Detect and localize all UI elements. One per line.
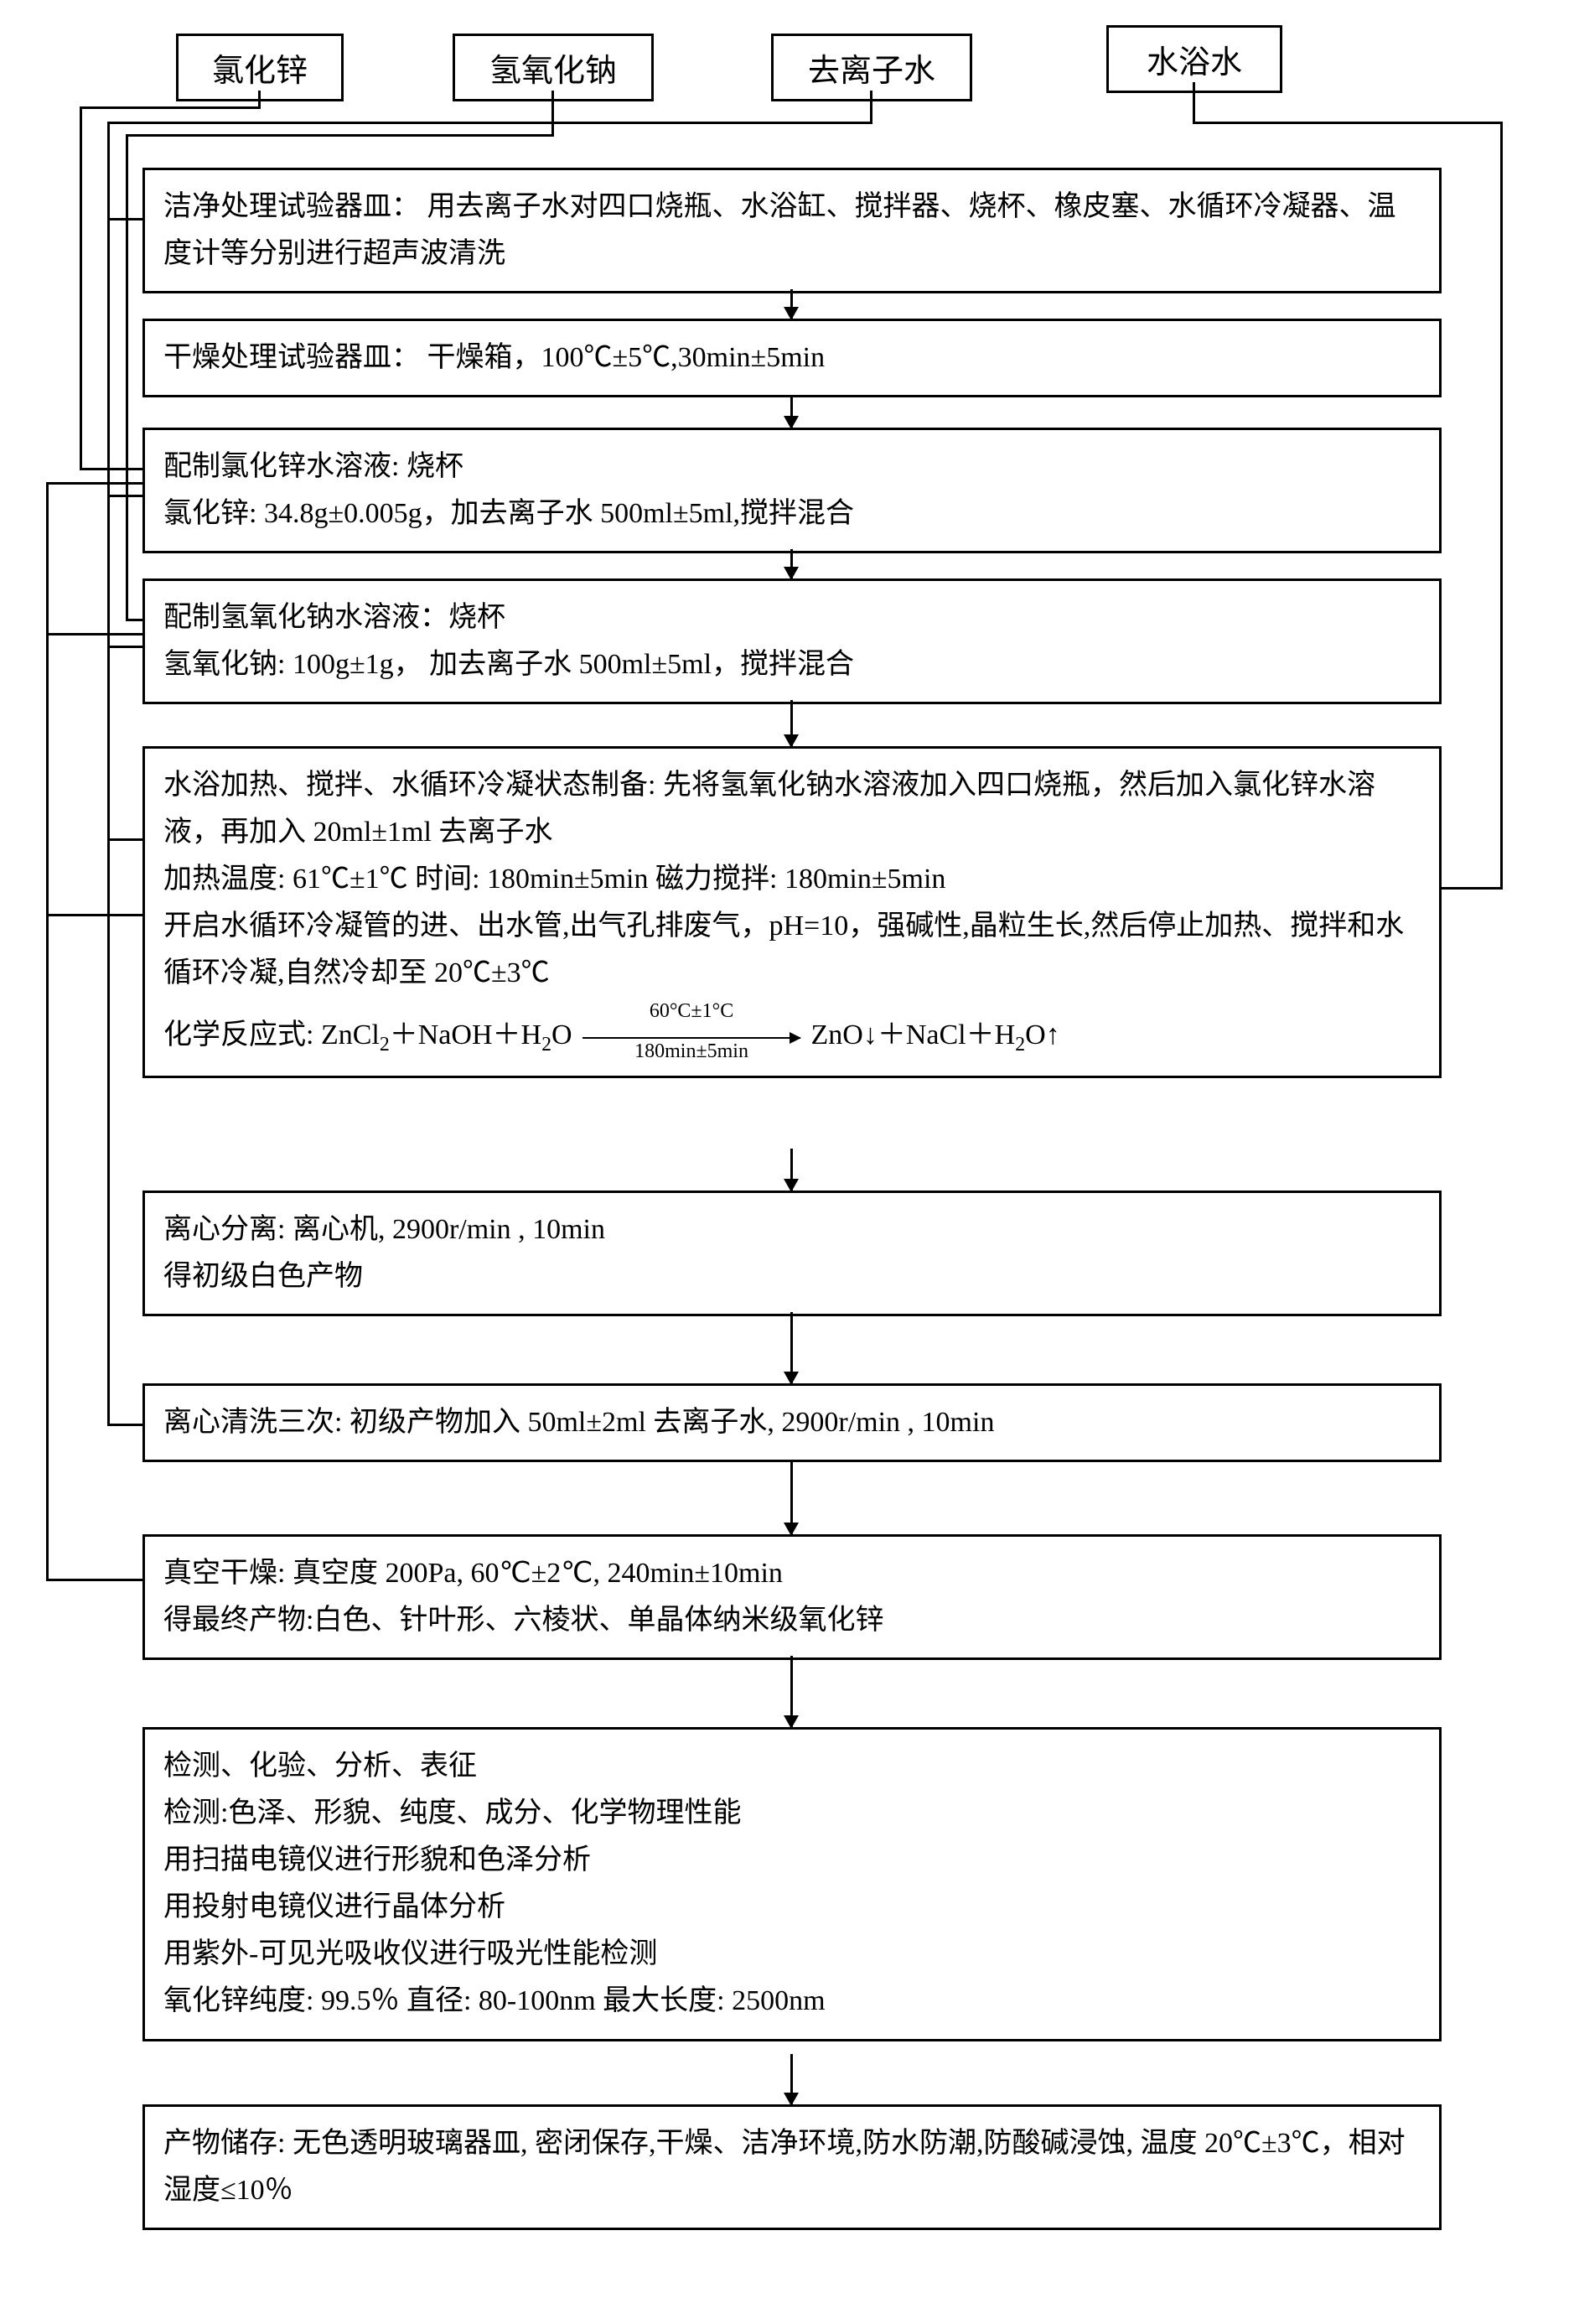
step-line: 氧化锌纯度: 99.5％ 直径: 80-100nm 最大长度: 2500nm — [163, 1978, 1421, 2025]
bus-diwater-to-s4 — [107, 646, 142, 648]
step-text: 干燥处理试验器皿： 干燥箱，100℃±5℃,30min±5min — [163, 342, 825, 373]
chemical-equation: 化学反应式: ZnCl2＋NaOH＋H2O 60°C±1°C 180min±5m… — [163, 1012, 1421, 1061]
step-text: 洁净处理试验器皿： 用去离子水对四口烧瓶、水浴缸、搅拌器、烧杯、橡皮塞、水循环冷… — [163, 191, 1396, 269]
step-line: 加热温度: 61℃±1℃ 时间: 180min±5min 磁力搅拌: 180mi… — [163, 856, 1421, 903]
step-analysis: 检测、化验、分析、表征 检测:色泽、形貌、纯度、成分、化学物理性能 用扫描电镜仪… — [142, 1727, 1442, 2041]
step-line: 氯化锌: 34.8g±0.005g，加去离子水 500ml±5ml,搅拌混合 — [163, 490, 1421, 537]
bus-diwater-to-s7 — [107, 1424, 142, 1426]
step-vacuum-dry: 真空干燥: 真空度 200Pa, 60℃±2℃, 240min±10min 得最… — [142, 1534, 1442, 1660]
step-centrifuge: 离心分离: 离心机, 2900r/min , 10min 得初级白色产物 — [142, 1191, 1442, 1316]
eq-post2: O↑ — [1025, 1019, 1060, 1050]
bus-diwater-h1 — [107, 122, 872, 124]
arrow-bot: 180min±5min — [586, 1040, 797, 1062]
step-storage: 产物储存: 无色透明玻璃器皿, 密闭保存,干燥、洁净环境,防水防潮,防酸碱浸蚀,… — [142, 2104, 1442, 2230]
bus-outer-from-s3 — [46, 482, 142, 485]
arrow-s3-s4 — [784, 567, 799, 580]
arrow-s2-s3 — [784, 416, 799, 429]
eq-plus1: ＋NaOH＋H — [390, 1019, 541, 1050]
bus-naoh-h1 — [126, 134, 554, 137]
step-line: 得最终产物:白色、针叶形、六棱状、单晶体纳米级氧化锌 — [163, 1597, 1421, 1644]
step-line: 用投射电镜仪进行晶体分析 — [163, 1884, 1421, 1931]
arrow-s6-s7 — [784, 1372, 799, 1385]
input-label: 去离子水 — [808, 54, 935, 89]
step-prep-zncl2: 配制氯化锌水溶液: 烧杯 氯化锌: 34.8g±0.005g，加去离子水 500… — [142, 428, 1442, 553]
step-line: 氢氧化钠: 100g±1g， 加去离子水 500ml±5ml，搅拌混合 — [163, 641, 1421, 688]
step-line: 水浴加热、搅拌、水循环冷凝状态制备: 先将氢氧化钠水溶液加入四口烧瓶，然后加入氯… — [163, 762, 1421, 856]
arrow-s7-s8 — [784, 1523, 799, 1536]
bus-outer-from-s4 — [46, 633, 142, 635]
bus-diwater-to-s3 — [107, 495, 142, 497]
bus-naoh-v1 — [551, 91, 554, 137]
bus-outer-v — [46, 482, 49, 1580]
input-label: 氢氧化钠 — [489, 54, 617, 89]
bus-bath-v1 — [1193, 82, 1195, 124]
bus-bath-v2 — [1500, 122, 1503, 889]
step-dry: 干燥处理试验器皿： 干燥箱，100℃±5℃,30min±5min — [142, 319, 1442, 397]
step-line: 检测、化验、分析、表征 — [163, 1743, 1421, 1790]
step-text: 产物储存: 无色透明玻璃器皿, 密闭保存,干燥、洁净环境,防水防潮,防酸碱浸蚀,… — [163, 2128, 1406, 2206]
arrow-s1-s2 — [784, 307, 799, 320]
step-line: 检测:色泽、形貌、纯度、成分、化学物理性能 — [163, 1790, 1421, 1837]
step-line: 用扫描电镜仪进行形貌和色泽分析 — [163, 1837, 1421, 1884]
step-line: 配制氢氧化钠水溶液：烧杯 — [163, 594, 1421, 641]
arrow-top: 60°C±1°C — [586, 1000, 797, 1022]
arrow-s5-s6 — [784, 1179, 799, 1192]
eq-pre: 化学反应式: ZnCl — [163, 1019, 380, 1050]
step-line: 开启水循环冷凝管的进、出水管,出气孔排废气，pH=10，强碱性,晶粒生长,然后停… — [163, 903, 1421, 997]
input-label: 氯化锌 — [212, 54, 308, 89]
step-line: 用紫外-可见光吸收仪进行吸光性能检测 — [163, 1931, 1421, 1978]
bus-diwater-v2 — [107, 122, 110, 1425]
arrow-s4-s5 — [784, 734, 799, 748]
step-text: 离心清洗三次: 初级产物加入 50ml±2ml 去离子水, 2900r/min … — [163, 1407, 994, 1438]
bus-bath-to-s5 — [1442, 887, 1503, 890]
step-wash: 离心清洗三次: 初级产物加入 50ml±2ml 去离子水, 2900r/min … — [142, 1383, 1442, 1462]
bus-naoh-v2 — [126, 134, 128, 620]
bus-diwater-v1 — [870, 91, 872, 124]
bus-diwater-to-s1 — [107, 218, 142, 220]
step-line: 真空干燥: 真空度 200Pa, 60℃±2℃, 240min±10min — [163, 1550, 1421, 1597]
step-clean: 洁净处理试验器皿： 用去离子水对四口烧瓶、水浴缸、搅拌器、烧杯、橡皮塞、水循环冷… — [142, 168, 1442, 293]
reaction-arrow: 60°C±1°C 180min±5min — [582, 1037, 800, 1039]
arrow-s9-s10 — [784, 2093, 799, 2106]
bus-naoh-to-s4 — [126, 619, 142, 621]
bus-zncl2-to-s3 — [80, 468, 142, 470]
step-line: 得初级白色产物 — [163, 1253, 1421, 1300]
step-line: 配制氯化锌水溶液: 烧杯 — [163, 444, 1421, 490]
bus-bath-h1 — [1193, 122, 1503, 124]
arrow-s8-s9 — [784, 1715, 799, 1729]
bus-diwater-to-s5 — [107, 838, 142, 841]
bus-zncl2-h1 — [80, 106, 261, 109]
step-reaction: 水浴加热、搅拌、水循环冷凝状态制备: 先将氢氧化钠水溶液加入四口烧瓶，然后加入氯… — [142, 746, 1442, 1078]
eq-post1: ZnO↓＋NaCl＋H — [811, 1019, 1016, 1050]
bus-outer-to-s8 — [46, 1579, 142, 1581]
input-label: 水浴水 — [1147, 45, 1242, 80]
canvas: 氯化锌 氢氧化钠 去离子水 水浴水 洁净处理试验器皿： 用去离子水对四口烧瓶、水 — [0, 0, 1574, 2324]
bus-zncl2-v2 — [80, 106, 82, 469]
bus-outer-from-s5 — [46, 914, 142, 916]
step-line: 离心分离: 离心机, 2900r/min , 10min — [163, 1206, 1421, 1253]
step-prep-naoh: 配制氢氧化钠水溶液：烧杯 氢氧化钠: 100g±1g， 加去离子水 500ml±… — [142, 578, 1442, 704]
